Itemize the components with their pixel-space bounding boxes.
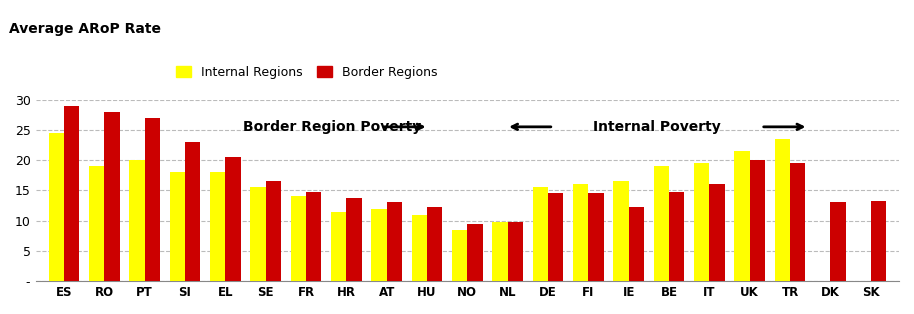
Bar [371, 208, 387, 281]
Bar [629, 207, 644, 281]
Bar [129, 160, 144, 281]
Bar [104, 112, 120, 281]
Bar [387, 203, 402, 281]
Bar [589, 193, 604, 281]
Bar [411, 214, 427, 281]
Text: Border Region Poverty: Border Region Poverty [243, 120, 421, 134]
Bar [250, 187, 266, 281]
Bar [452, 230, 467, 281]
Bar [210, 172, 226, 281]
Bar [694, 163, 709, 281]
Bar [613, 181, 629, 281]
Bar [266, 181, 281, 281]
Bar [871, 201, 886, 281]
Bar [331, 212, 346, 281]
Bar [48, 133, 64, 281]
Text: Internal Poverty: Internal Poverty [593, 120, 721, 134]
Bar [775, 139, 790, 281]
Bar [548, 193, 563, 281]
Bar [831, 203, 845, 281]
Bar [291, 197, 306, 281]
Bar [170, 172, 185, 281]
Bar [306, 192, 322, 281]
Legend: Internal Regions, Border Regions: Internal Regions, Border Regions [175, 66, 438, 79]
Bar [185, 142, 200, 281]
Bar [709, 184, 725, 281]
Bar [749, 160, 765, 281]
Bar [669, 192, 685, 281]
Bar [346, 198, 362, 281]
Bar [467, 224, 483, 281]
Bar [790, 163, 805, 281]
Bar [226, 157, 240, 281]
Bar [493, 222, 507, 281]
Bar [735, 151, 749, 281]
Bar [507, 222, 523, 281]
Text: Average ARoP Rate: Average ARoP Rate [9, 22, 161, 36]
Bar [427, 207, 442, 281]
Bar [89, 166, 104, 281]
Bar [64, 106, 80, 281]
Bar [144, 118, 160, 281]
Bar [654, 166, 669, 281]
Bar [533, 187, 548, 281]
Bar [573, 184, 589, 281]
